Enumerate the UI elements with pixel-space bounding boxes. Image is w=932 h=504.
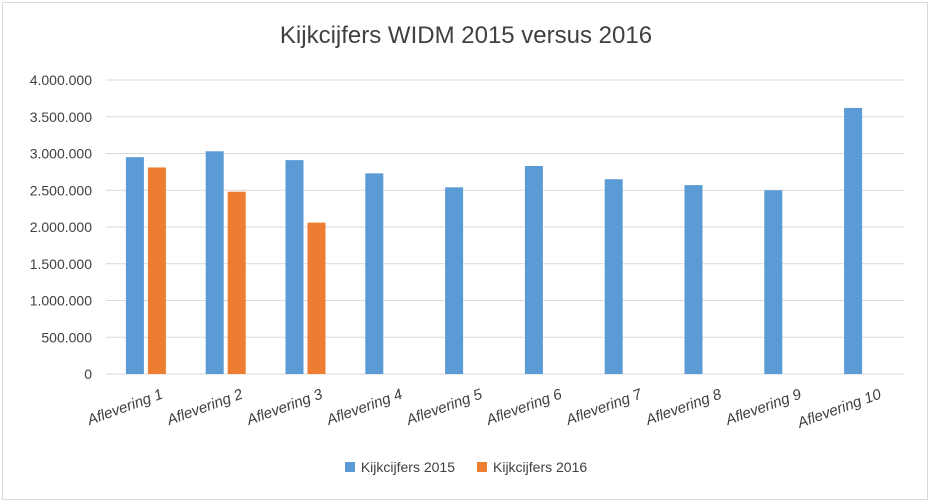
legend-swatch-2016 <box>477 462 487 472</box>
bar-2015-5 <box>445 187 464 374</box>
y-tick-label: 500.000 <box>41 329 92 345</box>
legend-item-2015: Kijkcijfers 2015 <box>344 459 455 475</box>
y-tick-label: 0 <box>84 366 92 382</box>
legend: Kijkcijfers 2015 Kijkcijfers 2016 <box>0 459 932 475</box>
y-tick-label: 1.000.000 <box>30 293 92 309</box>
x-tick-label: Aflevering 1 <box>84 386 165 429</box>
bar-2016-2 <box>227 191 246 374</box>
legend-swatch-2015 <box>344 462 355 472</box>
bar-2015-10 <box>844 107 863 375</box>
bar-2016-1 <box>147 167 166 374</box>
bar-2015-7 <box>604 179 623 374</box>
x-tick-label: Aflevering 10 <box>794 386 884 432</box>
y-tick-label: 2.500.000 <box>30 182 92 198</box>
legend-label-2015: Kijkcijfers 2015 <box>360 459 455 475</box>
legend-item-2016: Kijkcijfers 2016 <box>477 459 587 475</box>
x-tick-label: Aflevering 8 <box>643 386 725 430</box>
bar-2015-4 <box>365 173 384 374</box>
bar-2015-8 <box>684 185 703 374</box>
legend-label-2016: Kijkcijfers 2016 <box>493 459 588 475</box>
bar-2015-6 <box>524 165 543 374</box>
x-tick-label: Aflevering 9 <box>722 386 804 430</box>
bar-2015-9 <box>764 190 783 374</box>
x-tick-label: Aflevering 6 <box>483 386 565 430</box>
bar-2015-2 <box>205 151 224 374</box>
y-tick-label: 3.500.000 <box>30 109 92 125</box>
x-tick-label: Aflevering 7 <box>563 386 645 430</box>
bar-2015-1 <box>125 157 144 374</box>
y-tick-label: 2.000.000 <box>30 219 92 235</box>
y-tick-label: 4.000.000 <box>30 72 92 88</box>
y-tick-label: 1.500.000 <box>30 256 92 272</box>
bar-2016-3 <box>307 222 326 374</box>
y-tick-label: 3.000.000 <box>30 146 92 162</box>
chart-title: Kijkcijfers WIDM 2015 versus 2016 <box>279 22 653 49</box>
bar-2015-3 <box>285 160 304 374</box>
x-tick-label: Aflevering 3 <box>244 386 326 430</box>
x-tick-label: Aflevering 2 <box>164 386 246 430</box>
x-tick-label: Aflevering 4 <box>323 386 404 429</box>
x-tick-label: Aflevering 5 <box>403 386 485 430</box>
